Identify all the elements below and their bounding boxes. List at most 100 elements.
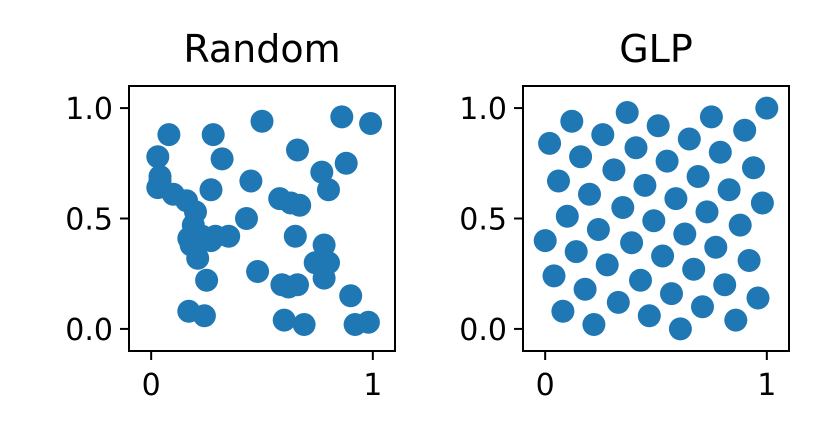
glp-point-18	[615, 101, 639, 124]
random-point-44	[272, 308, 296, 332]
random-point-3	[330, 105, 354, 129]
random-point-6	[210, 147, 234, 171]
random-point-20	[288, 193, 312, 217]
random-point-12	[199, 178, 223, 202]
glp-point-40	[713, 273, 737, 297]
glp-point-0	[533, 229, 557, 253]
random-x-tick-label-1: 1	[363, 368, 382, 403]
glp-point-19	[620, 231, 644, 255]
glp-point-6	[560, 109, 584, 133]
glp-point-11	[582, 313, 606, 336]
glp-point-31	[673, 222, 697, 246]
glp-point-33	[682, 257, 706, 281]
glp-point-39	[708, 140, 732, 164]
random-y-tick-label-1: 0.5	[65, 203, 113, 238]
glp-point-27	[655, 149, 679, 173]
glp-point-30	[668, 317, 692, 341]
glp-point-10	[578, 182, 601, 206]
glp-point-49	[755, 96, 779, 120]
glp-point-36	[695, 200, 719, 224]
glp-point-35	[691, 295, 714, 319]
glp-point-26	[651, 244, 675, 268]
random-point-40	[199, 229, 223, 253]
random-point-1	[201, 123, 225, 147]
glp-point-48	[750, 191, 774, 215]
glp-point-17	[611, 196, 635, 219]
glp-point-4	[551, 299, 575, 323]
random-point-45	[292, 313, 316, 336]
glp-point-23	[637, 304, 661, 328]
glp-y-tick-label-2: 1.0	[459, 92, 507, 127]
random-point-38	[286, 273, 309, 297]
glp-point-24	[642, 209, 666, 233]
glp-point-37	[699, 105, 723, 129]
random-point-7	[286, 138, 309, 162]
glp-point-47	[746, 286, 770, 310]
glp-point-3	[547, 169, 570, 193]
glp-point-7	[564, 240, 588, 264]
random-point-13	[239, 169, 263, 193]
glp-point-42	[724, 308, 748, 332]
glp-y-ticks: 0.0 0.5 1.0	[459, 92, 523, 348]
random-point-39	[312, 266, 336, 290]
glp-point-46	[742, 156, 765, 180]
glp-point-9	[573, 277, 597, 301]
glp-x-tick-label-1: 1	[757, 368, 776, 403]
glp-point-2	[542, 264, 566, 288]
random-point-2	[250, 109, 274, 133]
random-point-11	[334, 151, 358, 175]
random-point-30	[312, 233, 336, 257]
random-point-41	[339, 284, 363, 308]
glp-y-tick-label-0: 0.0	[459, 313, 507, 348]
random-point-0	[157, 123, 181, 147]
glp-point-5	[555, 204, 579, 228]
glp-point-15	[602, 158, 626, 182]
glp-point-1	[538, 131, 562, 155]
glp-y-tick-label-1: 0.5	[459, 203, 507, 238]
glp-points	[533, 96, 779, 341]
random-point-31	[186, 246, 210, 270]
random-point-5	[146, 145, 170, 169]
glp-point-38	[704, 235, 728, 259]
glp-point-32	[677, 127, 701, 151]
glp-point-13	[591, 123, 615, 147]
random-y-ticks: 0.0 0.5 1.0	[65, 92, 129, 348]
glp-title: GLP	[619, 27, 693, 71]
glp-point-34	[686, 165, 710, 188]
glp-point-8	[569, 145, 593, 169]
glp-point-41	[717, 178, 741, 202]
glp-x-tick-label-0: 0	[536, 368, 555, 403]
random-point-4	[359, 112, 383, 135]
random-point-43	[192, 304, 216, 328]
random-point-22	[235, 207, 258, 230]
glp-point-12	[586, 218, 610, 241]
random-point-28	[283, 224, 307, 248]
glp-point-20	[624, 136, 648, 160]
glp-point-29	[664, 187, 688, 211]
glp-point-44	[733, 118, 757, 142]
random-point-33	[246, 260, 270, 283]
random-point-47	[356, 310, 380, 334]
glp-point-45	[737, 249, 761, 272]
random-point-15	[148, 169, 172, 193]
glp-point-43	[728, 213, 752, 237]
glp-point-22	[633, 173, 657, 197]
random-point-21	[317, 178, 340, 202]
glp-point-28	[660, 282, 683, 306]
glp-point-16	[606, 290, 630, 314]
random-y-tick-label-0: 0.0	[65, 313, 113, 348]
random-y-tick-label-2: 1.0	[65, 92, 113, 127]
random-title: Random	[183, 27, 340, 71]
glp-point-25	[646, 114, 670, 138]
glp-point-21	[629, 268, 652, 292]
random-point-32	[195, 268, 219, 292]
random-point-14	[310, 160, 334, 184]
random-x-tick-label-0: 0	[142, 368, 161, 403]
random-points	[146, 105, 383, 336]
